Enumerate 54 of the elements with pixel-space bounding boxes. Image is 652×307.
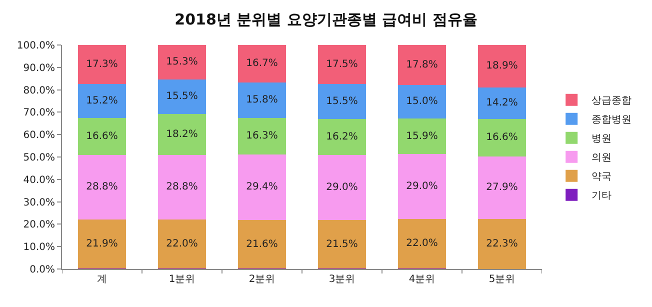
data-label: 18.2%: [166, 128, 198, 140]
data-label: 29.0%: [406, 181, 438, 192]
x-tick-label: 3분위: [328, 274, 356, 285]
x-tick-label: 2분위: [248, 274, 276, 285]
data-label: 14.2%: [486, 98, 518, 109]
data-label: 29.4%: [246, 182, 278, 193]
x-tick-label: 1분위: [168, 274, 196, 285]
legend-label: 기타: [592, 190, 612, 202]
data-label: 27.9%: [486, 182, 518, 194]
data-label: 22.0%: [406, 238, 438, 250]
x-tick-label: 계: [97, 274, 107, 285]
data-label: 28.8%: [86, 182, 118, 193]
data-label: 15.5%: [166, 91, 198, 102]
data-label: 21.9%: [86, 238, 118, 250]
data-label: 17.8%: [406, 59, 438, 70]
y-tick-label: 80.0%: [23, 85, 55, 96]
data-label: 16.2%: [326, 132, 358, 143]
data-label: 17.3%: [86, 58, 118, 70]
data-label: 21.6%: [246, 238, 278, 250]
legend-label: 종합병원: [592, 114, 632, 126]
x-tick-label: 4분위: [408, 274, 436, 285]
y-tick-label: 20.0%: [23, 220, 55, 231]
data-label: 17.5%: [326, 59, 358, 70]
data-label: 28.8%: [166, 182, 198, 193]
y-tick-label: 10.0%: [23, 242, 55, 254]
data-label: 22.0%: [166, 238, 198, 250]
data-label: 15.3%: [166, 56, 198, 68]
y-tick-label: 50.0%: [23, 152, 55, 164]
y-tick-label: 0.0%: [30, 264, 55, 276]
data-label: 16.7%: [246, 58, 278, 70]
data-label: 15.9%: [406, 130, 438, 142]
x-tick-label: 5분위: [488, 274, 516, 285]
data-label: 18.9%: [486, 60, 518, 72]
data-label: 22.3%: [486, 238, 518, 250]
y-tick-label: 60.0%: [23, 130, 55, 142]
y-tick-label: 70.0%: [23, 108, 55, 119]
data-label: 16.6%: [486, 132, 518, 144]
legend-label: 의원: [592, 152, 612, 164]
data-label: 16.6%: [86, 130, 118, 142]
data-label: 15.0%: [406, 96, 438, 108]
data-label: 15.8%: [246, 94, 278, 106]
data-label: 15.2%: [86, 95, 118, 106]
legend-label: 병원: [592, 134, 612, 145]
chart-title: 2018년 분위별 요양기관종별 급여비 점유율: [174, 10, 478, 28]
y-tick-label: 100.0%: [16, 40, 55, 52]
data-label: 16.3%: [246, 130, 278, 142]
data-label: 29.0%: [326, 182, 358, 194]
y-tick-label: 90.0%: [23, 62, 55, 74]
data-label: 21.5%: [326, 238, 358, 250]
legend-label: 상급종합: [592, 96, 632, 107]
legend-label: 약국: [592, 172, 612, 183]
y-tick-label: 40.0%: [23, 174, 55, 186]
y-tick-label: 30.0%: [23, 197, 55, 208]
data-label: 15.5%: [326, 96, 358, 108]
